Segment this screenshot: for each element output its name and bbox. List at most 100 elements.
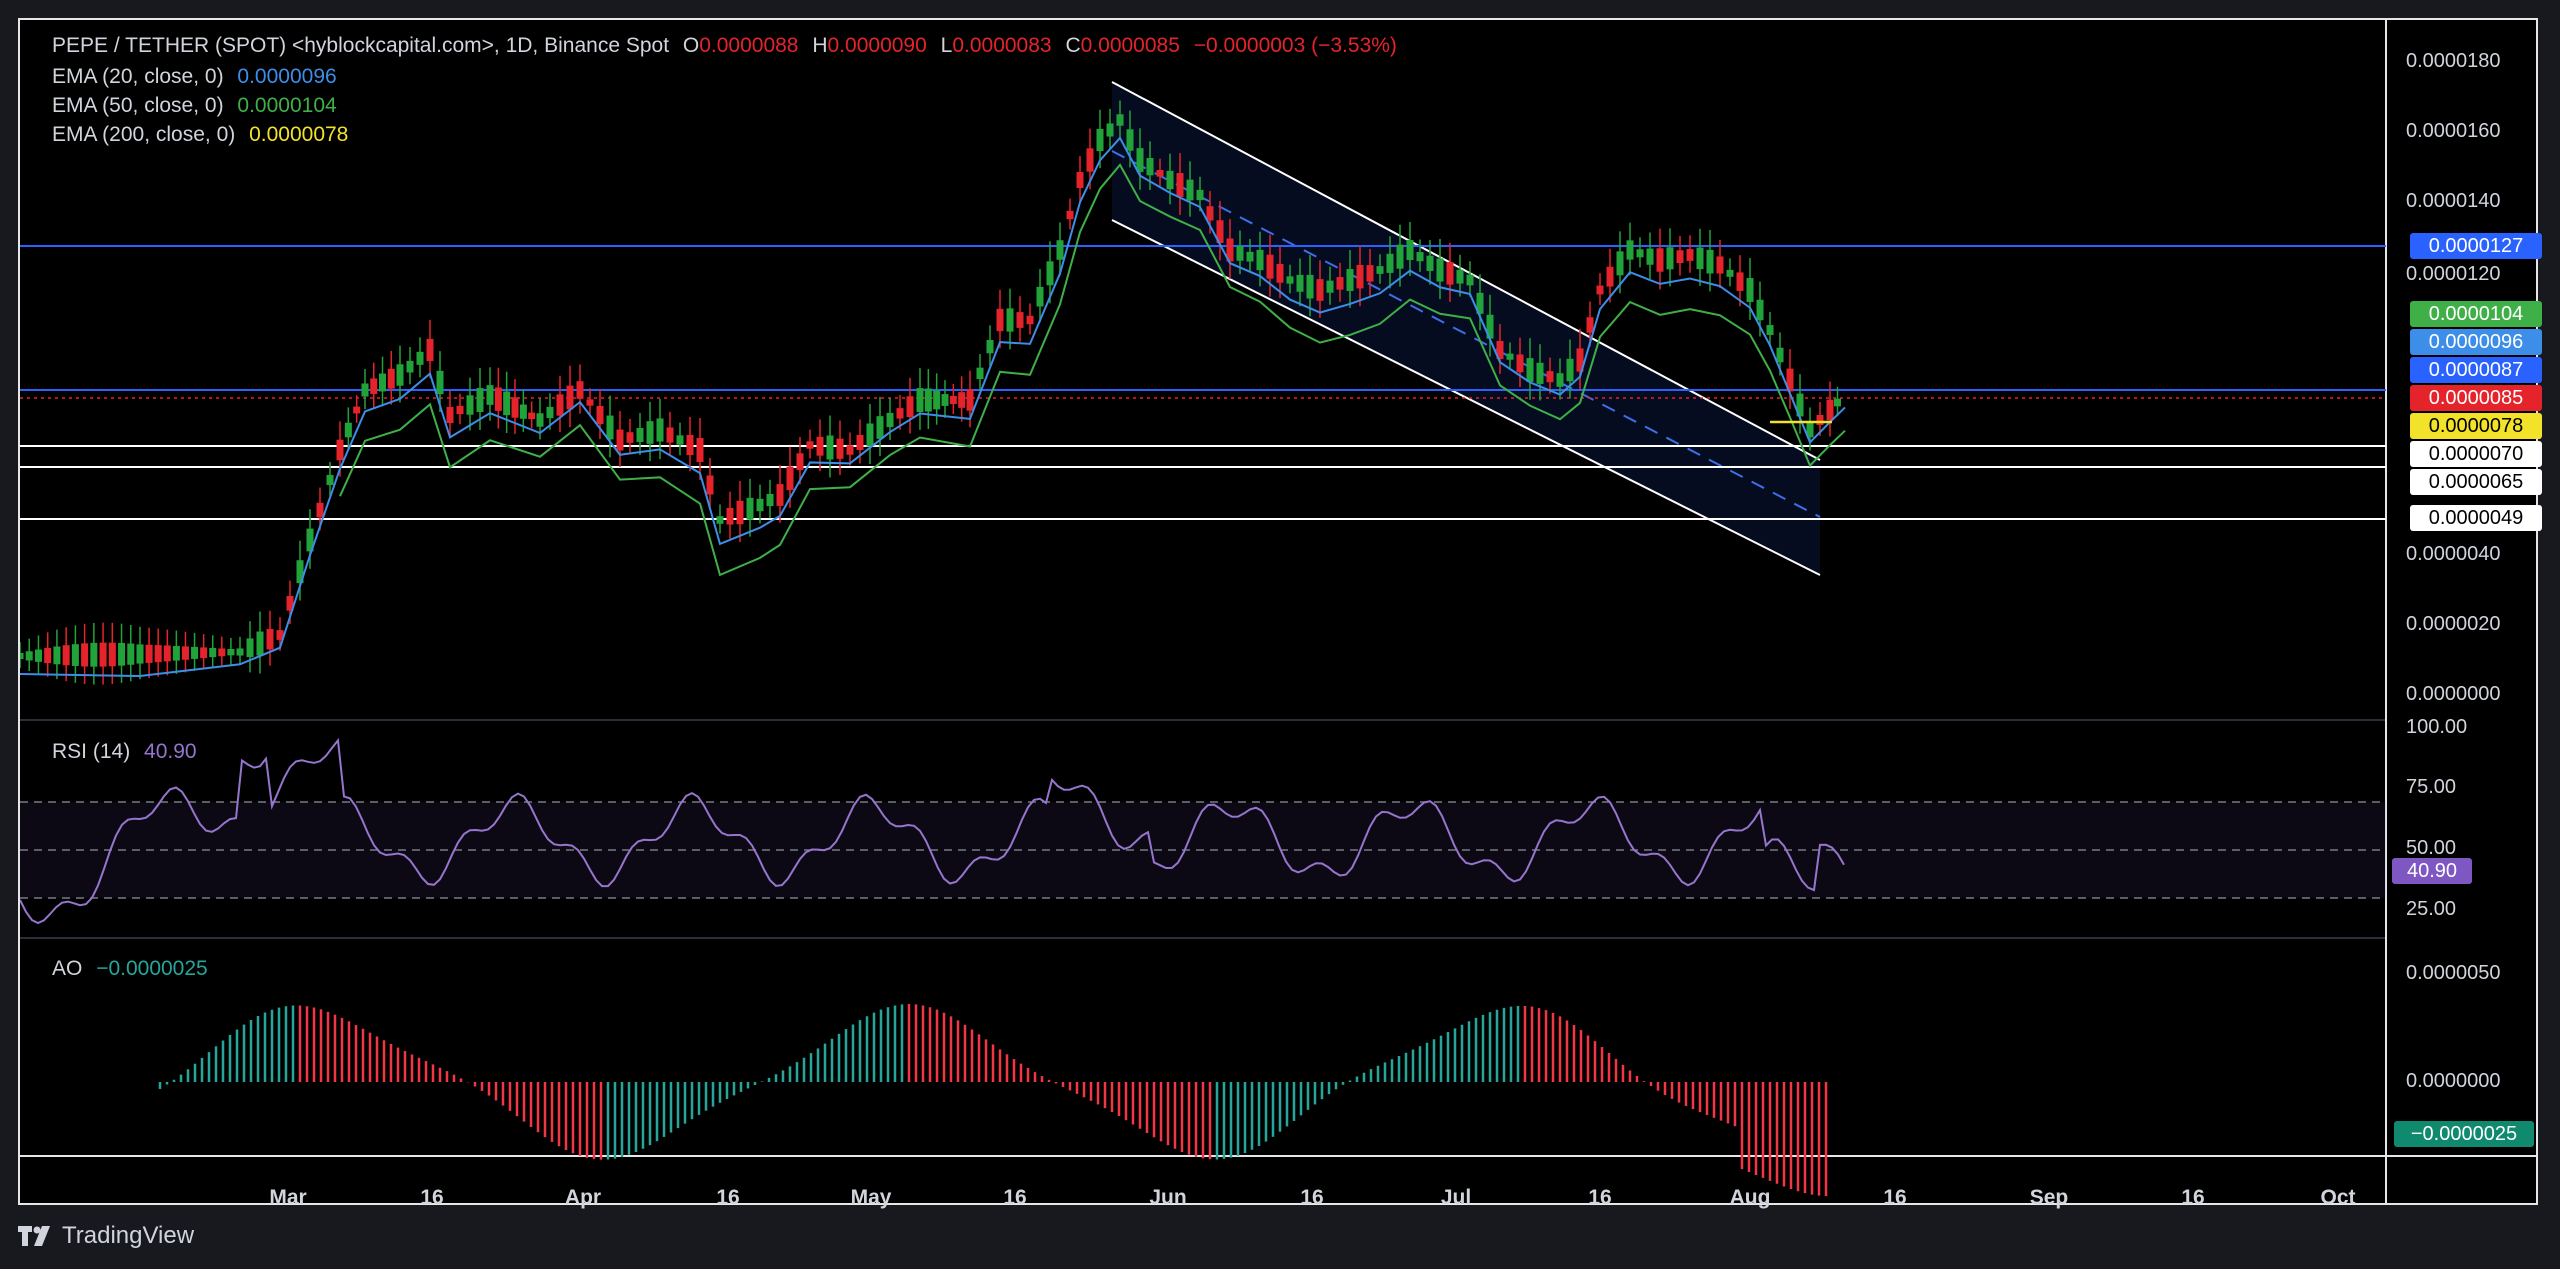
tradingview-branding[interactable]: TradingView — [18, 1222, 194, 1250]
candle-body — [1476, 292, 1484, 314]
price-tick: 0.0000140 — [2406, 190, 2501, 212]
candle-body — [1396, 244, 1404, 269]
candle-body — [1566, 358, 1574, 382]
candle-body — [127, 643, 135, 665]
candle-body — [209, 647, 217, 658]
ema20-line — [20, 136, 1846, 678]
rsi-label: RSI (14) — [52, 740, 131, 763]
candle-body — [756, 498, 764, 512]
candle-body — [1326, 280, 1334, 293]
candle-body — [1496, 341, 1504, 359]
support-level-label[interactable]: 0.0000049 — [2410, 505, 2542, 531]
candle-body — [296, 560, 304, 584]
candle-body — [1206, 206, 1214, 221]
candle-body — [136, 644, 144, 664]
candle-body — [1416, 252, 1424, 262]
ao-tick: 0.0000050 — [2406, 962, 2501, 984]
channel-upper-line — [1111, 81, 1821, 461]
candle-body — [1806, 422, 1814, 438]
support-level-label[interactable]: 0.0000070 — [2410, 441, 2542, 467]
candle-body — [1096, 128, 1104, 152]
ema200-legend[interactable]: EMA (200, close, 0) 0.0000078 — [52, 123, 356, 147]
low-value: 0.0000083 — [952, 34, 1052, 57]
candle-body — [1636, 249, 1644, 258]
candle-body — [44, 647, 52, 664]
ao-value-badge[interactable]: −0.0000025 — [2394, 1121, 2534, 1147]
candle-body — [1026, 315, 1034, 325]
candle-body — [326, 474, 334, 486]
candle-body — [1726, 269, 1734, 277]
candle-body — [1226, 238, 1234, 262]
ema50-line — [339, 163, 1846, 577]
candle-body — [370, 378, 378, 395]
time-label: Jul — [1440, 1186, 1472, 1209]
last-price-label[interactable]: 0.0000085 — [2410, 385, 2542, 411]
ema200-value: 0.0000078 — [249, 123, 349, 146]
rsi-value-badge[interactable]: 40.90 — [2392, 858, 2472, 884]
horizontal-level-label[interactable]: 0.0000087 — [2410, 357, 2542, 383]
candle-body — [1826, 399, 1834, 421]
ema50-value: 0.0000104 — [237, 94, 337, 117]
time-label: Apr — [564, 1186, 602, 1209]
time-label: 16 — [1883, 1186, 1907, 1209]
candle-body — [108, 642, 116, 667]
candle-body — [476, 388, 484, 412]
rsi-tick: 25.00 — [2406, 898, 2457, 920]
time-label: 16 — [1300, 1186, 1324, 1209]
candle-body — [466, 395, 474, 415]
candle-body — [361, 383, 369, 397]
support-level-label[interactable]: 0.0000065 — [2410, 469, 2542, 495]
candle-body — [796, 453, 804, 471]
candle-body — [1586, 317, 1594, 333]
candle-body — [416, 351, 424, 365]
candle-body — [656, 418, 664, 442]
candle-body — [536, 413, 544, 427]
low-label: L — [940, 34, 953, 57]
candle-body — [200, 647, 208, 659]
rsi-tick: 50.00 — [2406, 837, 2457, 859]
candle-body — [163, 645, 171, 662]
candle-body — [181, 646, 189, 660]
candle-body — [1446, 262, 1454, 285]
candle-body — [1196, 189, 1204, 201]
ao-legend[interactable]: AO −0.0000025 — [52, 957, 216, 981]
candle-body — [606, 415, 614, 440]
candle-body — [1366, 265, 1374, 282]
candle-body — [436, 370, 444, 395]
candle-body — [856, 435, 864, 450]
candle-body — [646, 421, 654, 444]
candle-body — [519, 404, 527, 419]
candle-body — [118, 642, 126, 666]
time-label: 16 — [2181, 1186, 2205, 1209]
resistance-level-label[interactable]: 0.0000127 — [2410, 233, 2542, 259]
chart-canvas[interactable] — [20, 20, 2536, 1203]
candle-body — [1796, 393, 1804, 417]
ema20-price-label[interactable]: 0.0000096 — [2410, 329, 2542, 355]
candle-body — [1696, 247, 1704, 270]
candle-body — [426, 338, 434, 362]
candle-body — [256, 631, 264, 656]
candle-body — [1306, 274, 1314, 299]
chart-frame[interactable]: PEPE / TETHER (SPOT) <hyblockcapital.com… — [18, 18, 2542, 1209]
candle-body — [1676, 250, 1684, 264]
ema200-price-label[interactable]: 0.0000078 — [2410, 413, 2542, 439]
candle-body — [616, 429, 624, 451]
candle-body — [1166, 170, 1174, 190]
symbol-legend[interactable]: PEPE / TETHER (SPOT) <hyblockcapital.com… — [52, 34, 1405, 58]
rsi-legend[interactable]: RSI (14) 40.90 — [52, 740, 205, 764]
candle-body — [1236, 245, 1244, 261]
ema20-legend[interactable]: EMA (20, close, 0) 0.0000096 — [52, 65, 345, 89]
candle-body — [227, 649, 235, 656]
candle-body — [986, 340, 994, 354]
ema50-legend[interactable]: EMA (50, close, 0) 0.0000104 — [52, 94, 345, 118]
ema50-price-label[interactable]: 0.0000104 — [2410, 301, 2542, 327]
candle-body — [528, 412, 536, 420]
candle-body — [90, 642, 98, 667]
candle-body — [1506, 353, 1514, 360]
ao-tick: 0.0000000 — [2406, 1070, 2501, 1092]
close-label: C — [1065, 34, 1081, 57]
candle-body — [1526, 358, 1534, 382]
candle-body — [1426, 255, 1434, 271]
candle-body — [1766, 325, 1774, 335]
candle-body — [145, 644, 153, 663]
